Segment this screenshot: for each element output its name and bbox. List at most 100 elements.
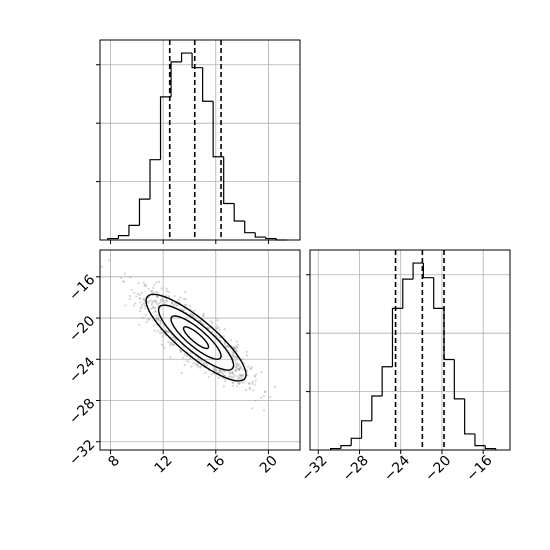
sample-point <box>251 382 254 385</box>
sample-point <box>179 348 182 352</box>
sample-point <box>250 366 253 369</box>
sample-point <box>151 291 154 294</box>
sample-point <box>169 356 172 359</box>
histogram-param1-frame <box>99 39 301 241</box>
sample-point <box>101 265 104 268</box>
sample-point <box>199 365 202 368</box>
sample-point <box>184 298 187 301</box>
sample-point <box>156 291 159 294</box>
histogram-bin <box>233 203 245 222</box>
sample-point <box>249 367 252 370</box>
y-tick-label: −20 <box>66 313 98 345</box>
sample-point <box>141 303 144 306</box>
sample-point <box>144 307 147 310</box>
sample-point <box>215 368 218 371</box>
sample-point <box>172 344 175 347</box>
sample-point <box>180 371 183 374</box>
sample-point <box>216 335 219 338</box>
sample-point <box>237 377 240 380</box>
sample-point <box>147 287 150 290</box>
sample-point <box>226 344 229 347</box>
x-tick-label: 8 <box>105 453 123 471</box>
sample-point <box>144 283 147 286</box>
sample-point <box>185 359 188 362</box>
sample-point <box>183 304 187 307</box>
sample-point <box>226 345 229 348</box>
sample-point <box>234 369 237 372</box>
sample-point <box>254 379 257 382</box>
sample-point <box>202 362 206 365</box>
sample-point <box>239 374 242 377</box>
sample-point <box>122 280 125 283</box>
histogram-bin <box>244 221 256 234</box>
sample-point <box>165 300 168 303</box>
sample-point <box>260 371 263 374</box>
sample-point <box>169 341 172 344</box>
sample-point <box>189 352 192 355</box>
sample-point <box>193 316 196 319</box>
sample-point <box>143 284 146 287</box>
histogram-bin <box>391 307 403 367</box>
sample-point <box>171 302 174 305</box>
sample-point <box>234 347 237 350</box>
sample-point <box>264 390 267 393</box>
sample-point <box>157 317 160 320</box>
sample-point <box>251 407 254 410</box>
sample-point <box>221 377 225 380</box>
sample-point <box>163 333 166 336</box>
sample-point <box>236 375 239 378</box>
histogram-bin <box>402 278 414 309</box>
sample-point <box>189 357 192 360</box>
sample-point <box>219 370 222 373</box>
sample-point <box>155 316 159 319</box>
sample-point <box>130 288 133 291</box>
sample-point <box>199 320 202 323</box>
sample-point <box>196 363 199 366</box>
sample-point <box>158 331 162 334</box>
sample-point <box>229 371 232 375</box>
sample-point <box>159 319 162 322</box>
sample-point <box>181 356 184 359</box>
sample-point <box>238 382 241 386</box>
sample-point <box>158 301 161 304</box>
sample-point <box>161 298 164 301</box>
sample-point <box>235 364 238 367</box>
sample-point <box>147 300 150 303</box>
sample-point <box>231 382 234 385</box>
sample-point <box>155 314 158 317</box>
sample-point <box>246 374 249 377</box>
sample-point <box>202 314 205 317</box>
sample-point <box>124 304 127 307</box>
sample-point <box>251 380 254 383</box>
sample-point <box>143 304 146 307</box>
x-tick-label: −16 <box>463 453 495 485</box>
sample-point <box>232 354 235 357</box>
sample-point <box>235 340 238 343</box>
sample-point <box>139 301 142 304</box>
sample-point <box>204 371 207 374</box>
sample-point <box>247 365 250 368</box>
histogram-bin <box>371 395 383 421</box>
x-tick-label: −20 <box>422 453 454 485</box>
sample-point <box>138 293 141 296</box>
sample-point <box>133 291 136 295</box>
sample-point <box>238 367 242 370</box>
sample-point <box>161 335 164 338</box>
sample-point <box>231 372 234 375</box>
sample-point <box>191 314 194 317</box>
sample-point <box>154 310 157 313</box>
sample-point <box>153 329 156 332</box>
joint-density-panel: 8 12 16 20 −32 −28 −24 −20 −16 <box>66 249 301 477</box>
sample-point <box>172 336 176 339</box>
histogram-param2-frame <box>309 249 511 451</box>
sample-point <box>246 354 249 357</box>
histogram-bin <box>138 198 150 226</box>
sample-point <box>234 370 237 373</box>
histogram-bin <box>464 398 475 435</box>
sample-point <box>196 365 199 368</box>
sample-point <box>240 377 243 381</box>
sample-point <box>236 343 239 346</box>
sample-point <box>151 301 154 304</box>
sample-point <box>254 399 257 402</box>
sample-point <box>189 312 192 315</box>
